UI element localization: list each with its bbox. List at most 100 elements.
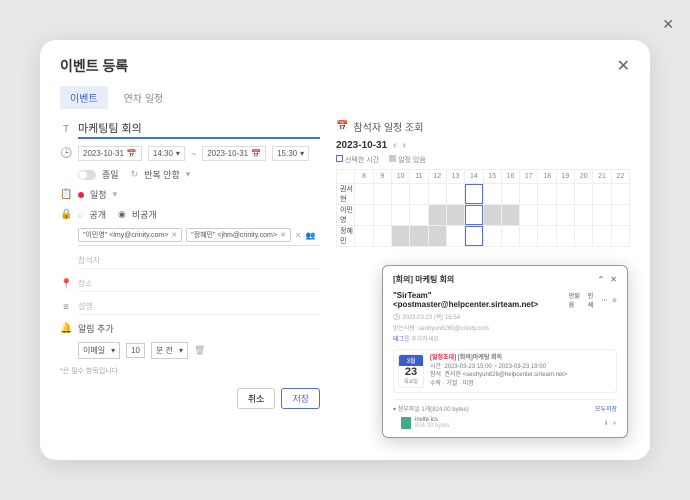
email-more-icon[interactable]: ⋯ (602, 297, 608, 304)
outer-close-icon[interactable]: ✕ (662, 16, 674, 33)
schedule-cell[interactable] (391, 184, 409, 205)
email-star-icon[interactable]: ☆ (612, 297, 617, 304)
attachment-row[interactable]: invite.ics824.00 bytes ⬇ ✕ (393, 417, 617, 429)
schedule-cell[interactable] (410, 184, 428, 205)
schedule-cell[interactable] (520, 184, 538, 205)
schedule-cell[interactable] (391, 226, 409, 247)
schedule-cell[interactable] (556, 226, 574, 247)
tab-annual[interactable]: 연차 일정 (114, 86, 174, 109)
visibility-public[interactable]: 공개 (89, 208, 106, 221)
form-panel: T 🕒 2023-10-31 📅 14:30 ▾ ~ 2023-10-31 📅 … (60, 119, 320, 409)
end-date[interactable]: 2023-10-31 📅 (202, 146, 266, 161)
schedule-cell[interactable] (538, 205, 556, 226)
chip-clear-icon[interactable]: ✕ (295, 231, 302, 240)
schedule-cell[interactable] (410, 205, 428, 226)
schedule-cell[interactable] (501, 205, 519, 226)
start-date[interactable]: 2023-10-31 📅 (78, 146, 142, 161)
attach-saveall[interactable]: 모두저장 (595, 404, 617, 413)
schedule-cell[interactable] (520, 205, 538, 226)
prev-day-icon[interactable]: ‹ (393, 140, 396, 151)
schedule-cell[interactable] (611, 205, 629, 226)
title-input[interactable] (78, 119, 320, 139)
attendee-input[interactable]: 참석자 (78, 253, 320, 269)
schedule-table: 8910111213141516171819202122권서현이민영정혜민 (336, 169, 630, 247)
save-button[interactable]: 저장 (281, 388, 320, 409)
schedule-cell[interactable] (611, 226, 629, 247)
attendee-chip[interactable]: "정혜민" <jhm@crinity.com>✕ (186, 228, 291, 242)
chip-remove-icon[interactable]: ✕ (171, 231, 177, 239)
email-close-icon[interactable]: ✕ (610, 275, 617, 284)
schedule-cell[interactable] (391, 205, 409, 226)
schedule-cell[interactable] (465, 205, 483, 226)
schedule-cell[interactable] (556, 205, 574, 226)
schedule-cell[interactable] (593, 226, 611, 247)
repeat-select[interactable]: 반복 안함 (144, 168, 180, 181)
schedule-cell[interactable] (428, 226, 446, 247)
invite-rsvp[interactable]: 수락 · 거절 · 미정 (430, 380, 567, 388)
schedule-cell[interactable] (446, 205, 464, 226)
legend-busy: 일정 있음 (398, 157, 426, 164)
attendee-chip[interactable]: "이민영" <lmy@crinity.com>✕ (78, 228, 182, 242)
schedule-cell[interactable] (428, 184, 446, 205)
start-time[interactable]: 14:30 ▾ (148, 146, 185, 161)
next-day-icon[interactable]: › (403, 140, 406, 151)
schedule-cell[interactable] (538, 184, 556, 205)
close-icon[interactable]: ✕ (617, 56, 630, 76)
alarm-delete-icon[interactable]: 🗑 (194, 345, 205, 356)
email-print[interactable]: 인쇄 (588, 291, 598, 309)
schedule-cell[interactable] (373, 205, 391, 226)
schedule-cell[interactable] (428, 205, 446, 226)
alarm-unit-select[interactable]: 분 전 ▾ (151, 342, 188, 359)
contacts-icon[interactable]: 👥 (306, 231, 316, 240)
email-unread[interactable]: 안읽음 (569, 291, 584, 309)
alarm-method-select[interactable]: 이메일 ▾ (78, 342, 120, 359)
repeat-icon: ↻ (131, 169, 139, 180)
schedule-cell[interactable] (611, 184, 629, 205)
alarm-value-input[interactable]: 10 (126, 343, 145, 358)
invite-time: 2023-03-23 15:00 ~ 2023-03-23 19:00 (444, 364, 546, 370)
schedule-cell[interactable] (575, 205, 593, 226)
schedule-cell[interactable] (465, 226, 483, 247)
schedule-cell[interactable] (355, 184, 373, 205)
schedule-cell[interactable] (410, 226, 428, 247)
schedule-cell[interactable] (373, 226, 391, 247)
modal-title: 이벤트 등록 (60, 56, 128, 76)
schedule-cell[interactable] (593, 205, 611, 226)
schedule-cell[interactable] (483, 205, 501, 226)
schedule-cell[interactable] (355, 205, 373, 226)
lock-icon: 🔒 (60, 209, 72, 220)
chip-remove-icon[interactable]: ✕ (280, 231, 286, 239)
schedule-cell[interactable] (593, 184, 611, 205)
schedule-cell[interactable] (446, 184, 464, 205)
email-tag-link[interactable]: 태그 (393, 337, 404, 343)
schedule-cell[interactable] (501, 226, 519, 247)
email-from: "SirTeam" <postmaster@helpcenter.sirteam… (393, 291, 569, 309)
schedule-cell[interactable] (465, 184, 483, 205)
schedule-cell[interactable] (520, 226, 538, 247)
cancel-button[interactable]: 취소 (237, 388, 276, 409)
attach-count[interactable]: 첨부파일 1개(824.00 bytes) (398, 407, 469, 413)
allday-toggle[interactable] (78, 170, 96, 180)
location-input[interactable]: 장소 (78, 276, 320, 292)
schedule-cell[interactable] (538, 226, 556, 247)
schedule-cell[interactable] (355, 226, 373, 247)
schedule-cell[interactable] (575, 226, 593, 247)
schedule-cell[interactable] (575, 184, 593, 205)
tab-event[interactable]: 이벤트 (60, 86, 108, 109)
event-modal: 이벤트 등록 ✕ 이벤트 연차 일정 T 🕒 2023-10-31 📅 14:3… (40, 40, 650, 460)
desc-input[interactable]: 설명 (78, 299, 320, 315)
invite-organizer: 권서현 <seohyun826@helpcenter.sirteam.net> (444, 372, 567, 378)
email-min-icon[interactable]: ⌃ (598, 275, 605, 284)
visibility-private[interactable]: 비공개 (132, 208, 157, 221)
schedule-cell[interactable] (501, 184, 519, 205)
schedule-cell[interactable] (556, 184, 574, 205)
schedule-cell[interactable] (446, 226, 464, 247)
calendar-badge: 3월 23 목요일 (398, 354, 424, 388)
schedule-cell[interactable] (483, 184, 501, 205)
end-time[interactable]: 15:30 ▾ (272, 146, 309, 161)
schedule-title: 참석자 일정 조회 (353, 119, 423, 134)
bell-icon: 🔔 (60, 323, 72, 334)
calendar-select[interactable]: 일정 (90, 188, 107, 201)
schedule-cell[interactable] (373, 184, 391, 205)
schedule-cell[interactable] (483, 226, 501, 247)
